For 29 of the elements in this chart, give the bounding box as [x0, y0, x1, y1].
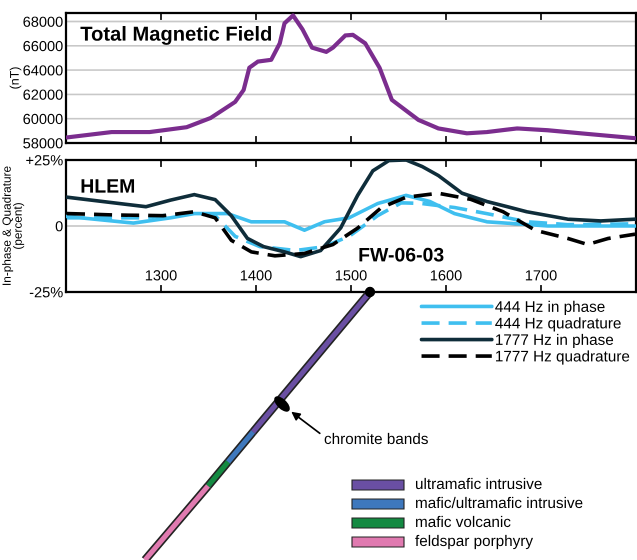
x-tick-label: 1500	[336, 270, 367, 280]
y-tick-label: 66000	[23, 40, 63, 52]
legend-label: 444 Hz in phase	[495, 300, 605, 315]
text: mafic/ultramafic intrusive	[416, 496, 582, 508]
y-tick-label: 0	[56, 221, 63, 232]
legend-label: 1777 Hz in phase	[496, 334, 614, 348]
y-tick-label: +25%	[26, 155, 63, 166]
x-tick-label: 1400	[240, 270, 272, 280]
text: HLEM	[82, 179, 134, 193]
line-series	[66, 13, 636, 140]
x-tick-label: 1600	[430, 270, 462, 280]
text: mafic volcanic	[416, 516, 511, 528]
y-tick-label: 64000	[23, 65, 63, 76]
y-tick-label: 62000	[23, 90, 63, 100]
annotation: FW-06-03	[359, 248, 444, 262]
y-tick-label: 60000	[23, 114, 63, 124]
y-tick-label: 58000	[23, 138, 63, 148]
y-tick-label: -25%	[30, 287, 63, 298]
text: chromite bands	[324, 432, 428, 444]
y-tick-label: 68000	[23, 16, 63, 27]
text: feldspar porphyry	[415, 534, 534, 550]
legend-label: 444 Hz quadrature	[495, 317, 621, 332]
text: ultramafic intrusive	[416, 478, 542, 490]
y-axis-title: In-phase & Quadrature (percent)	[2, 166, 24, 285]
x-tick-label: 1700	[526, 270, 557, 280]
y-axis-title: (nT)	[10, 67, 22, 89]
legend-label: 1777 Hz quadrature	[496, 350, 630, 365]
text: Total Magnetic Field	[80, 26, 272, 45]
x-tick-label: 1300	[146, 270, 177, 280]
